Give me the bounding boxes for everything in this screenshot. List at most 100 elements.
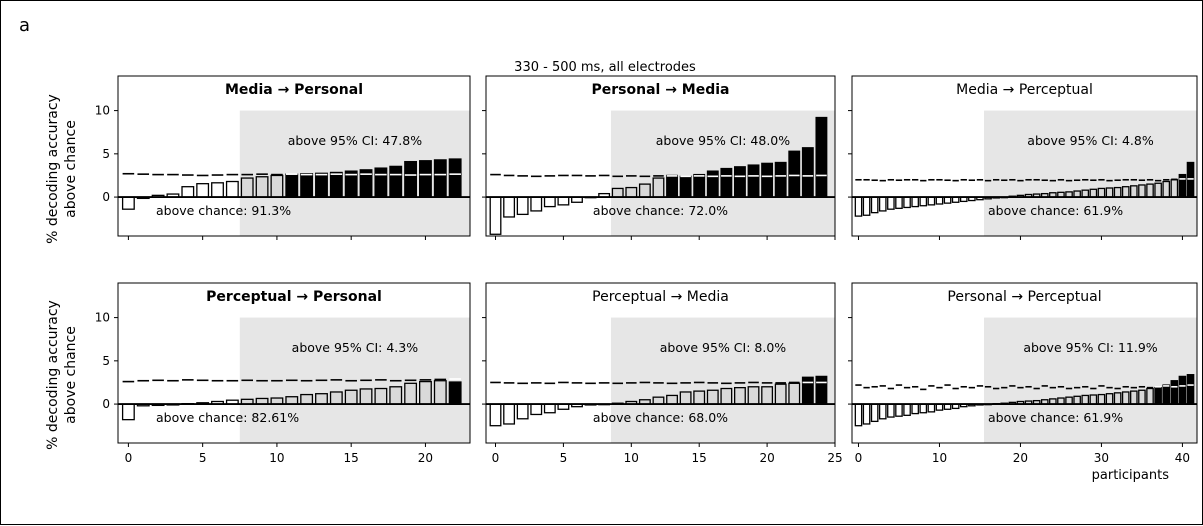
bar	[1170, 179, 1179, 198]
bar	[448, 381, 462, 405]
bar	[285, 173, 299, 198]
panel-3: Media → Perceptual above 95% CI: 4.8% abov…	[848, 75, 1198, 240]
bar	[706, 170, 719, 198]
bar	[862, 196, 871, 216]
bar	[733, 166, 746, 198]
x-tick-label: 20	[1013, 451, 1028, 465]
bar	[557, 196, 570, 206]
bar	[516, 196, 529, 216]
y-tick-label: 5	[102, 354, 110, 368]
ylabel-top: % decoding accuracy above chance	[45, 94, 79, 244]
y-tick-label: 0	[102, 397, 110, 411]
bar	[433, 159, 447, 198]
bar	[1178, 375, 1187, 405]
bar	[747, 386, 760, 405]
bar	[679, 391, 692, 405]
bar	[935, 403, 944, 411]
x-tick-label: 30	[1094, 451, 1109, 465]
bar	[652, 177, 665, 198]
bar	[666, 394, 678, 405]
bar	[943, 196, 952, 204]
bar	[329, 171, 343, 198]
bar	[854, 196, 863, 217]
bar	[374, 167, 388, 198]
bar	[1130, 185, 1138, 198]
shaded-region	[984, 110, 1197, 236]
bar	[530, 403, 543, 416]
bar	[270, 174, 284, 198]
bar	[878, 196, 887, 212]
bar	[895, 403, 903, 417]
above-ci-annotation: above 95% CI: 47.8%	[288, 133, 422, 148]
panel-frame	[851, 282, 1198, 444]
bar	[270, 397, 284, 405]
bar	[733, 386, 746, 405]
bar	[638, 183, 651, 198]
bar	[1186, 161, 1195, 198]
bar	[389, 165, 403, 198]
bar	[530, 196, 543, 212]
bar	[1138, 389, 1146, 405]
bar	[196, 183, 210, 198]
y-tick-label: 10	[95, 104, 110, 118]
bar	[1113, 186, 1122, 198]
bar	[911, 403, 919, 415]
bar	[1178, 173, 1187, 198]
y-tick-label: 5	[102, 147, 110, 161]
bar	[788, 150, 801, 198]
bar	[1138, 184, 1146, 198]
bar	[404, 382, 418, 405]
bar	[240, 177, 254, 198]
bar	[503, 403, 516, 425]
bar	[774, 383, 787, 405]
x-tick-label: 10	[624, 451, 639, 465]
bar	[1097, 393, 1106, 405]
bar	[1146, 387, 1154, 405]
above-chance-annotation: above chance: 82.61%	[156, 410, 299, 425]
above-chance-annotation: above chance: 68.0%	[593, 410, 728, 425]
bar	[315, 393, 328, 405]
bar	[903, 403, 911, 416]
x-tick-label: 40	[1175, 451, 1190, 465]
bar	[903, 196, 911, 209]
bar	[887, 403, 895, 418]
ylabel-top-line1: % decoding accuracy	[45, 94, 61, 244]
bar	[359, 388, 373, 405]
bar	[919, 403, 928, 414]
bar	[862, 403, 871, 425]
bar	[1089, 188, 1098, 198]
bar	[489, 196, 502, 235]
bar	[181, 186, 195, 198]
panel-2: Personal → Media above 95% CI: 48.0% above…	[482, 75, 836, 240]
x-tick-label: 15	[692, 451, 707, 465]
bar	[1065, 396, 1073, 405]
bar	[1105, 393, 1114, 405]
x-tick-label: 0	[492, 451, 500, 465]
bar	[448, 158, 462, 198]
panel-title: Perceptual → Media	[592, 289, 729, 305]
bar	[801, 376, 814, 405]
panel-frame	[117, 282, 471, 444]
ylabel-bottom: % decoding accuracy above chance	[45, 300, 79, 450]
panel-4: 0 5 10 0 5 10 15 20 Perceptual → Personal above 9…	[95, 282, 471, 465]
bar	[419, 160, 432, 198]
bar	[1097, 187, 1106, 198]
above-ci-annotation: above 95% CI: 48.0%	[656, 133, 790, 148]
bar	[1081, 189, 1090, 198]
bar	[706, 389, 719, 405]
ylabel-bottom-line2: above chance	[63, 326, 79, 424]
panel-frame	[851, 75, 1198, 237]
bar	[255, 176, 269, 198]
panel-title: Media → Personal	[225, 82, 363, 98]
bar	[870, 196, 879, 214]
ylabel-bottom-line1: % decoding accuracy	[45, 300, 61, 450]
bar	[652, 396, 665, 405]
bar	[344, 389, 358, 405]
bar	[300, 393, 314, 405]
panel-title: Personal → Media	[592, 82, 730, 98]
above-chance-annotation: above chance: 61.9%	[988, 203, 1123, 218]
x-tick-label: 0	[855, 451, 863, 465]
bar	[1073, 395, 1081, 405]
bar	[761, 162, 774, 198]
above-ci-annotation: above 95% CI: 8.0%	[660, 340, 787, 355]
